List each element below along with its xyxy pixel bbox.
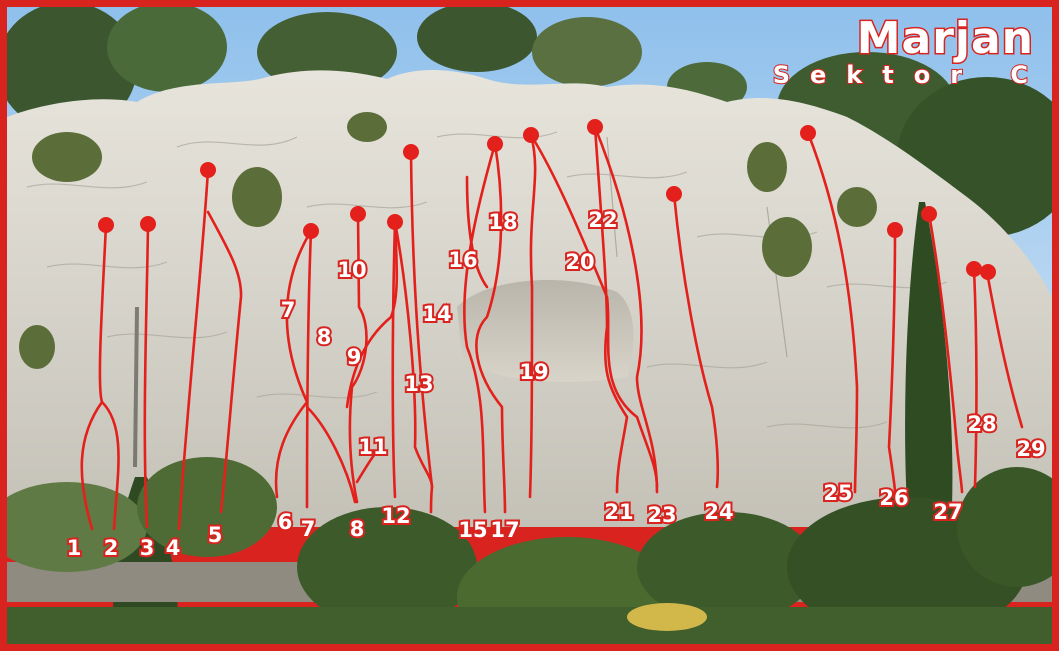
route-label-16[interactable]: 16 (446, 246, 479, 274)
crag-photo: 1 2 3 4 5 6 7 7 8 8 9 10 11 12 13 14 15 … (7, 7, 1052, 644)
cypress-right (905, 202, 953, 507)
anchor-28[interactable] (966, 261, 982, 277)
route-label-28[interactable]: 28 (965, 410, 998, 438)
anchor-19[interactable] (523, 127, 539, 143)
anchor-25[interactable] (800, 125, 816, 141)
anchor-18[interactable] (487, 136, 503, 152)
anchor-14[interactable] (403, 144, 419, 160)
lower-vegetation (7, 457, 1052, 644)
route-label-7-top[interactable]: 7 (279, 296, 298, 324)
anchor-22[interactable] (587, 119, 603, 135)
rock-texture (26, 131, 948, 468)
anchor-27[interactable] (921, 206, 937, 222)
route-label-27[interactable]: 27 (931, 498, 964, 526)
route-label-2[interactable]: 2 (102, 534, 121, 562)
route-label-18[interactable]: 18 (486, 208, 519, 236)
rock-bushes (19, 112, 877, 369)
route-lines (80, 125, 1024, 531)
route-label-12[interactable]: 12 (379, 502, 412, 530)
route-label-10[interactable]: 10 (335, 256, 368, 284)
route-label-29[interactable]: 29 (1014, 435, 1047, 463)
route-label-4[interactable]: 4 (164, 534, 183, 562)
route-label-1[interactable]: 1 (65, 534, 84, 562)
cave (457, 280, 634, 382)
route-label-26[interactable]: 26 (877, 484, 910, 512)
route-label-14[interactable]: 14 (420, 300, 453, 328)
route-label-9[interactable]: 9 (345, 343, 364, 371)
anchor-4[interactable] (200, 162, 216, 178)
route-anchors (98, 119, 996, 280)
route-label-8[interactable]: 8 (348, 515, 367, 543)
anchor-12[interactable] (387, 214, 403, 230)
anchor-26[interactable] (887, 222, 903, 238)
route-label-22[interactable]: 22 (586, 206, 619, 234)
route-label-15[interactable]: 15 (456, 516, 489, 544)
anchor-1[interactable] (98, 217, 114, 233)
route-label-23[interactable]: 23 (645, 501, 678, 529)
anchor-24[interactable] (666, 186, 682, 202)
route-label-5[interactable]: 5 (206, 521, 225, 549)
route-label-8-top[interactable]: 8 (315, 323, 334, 351)
topo-scene: 1 2 3 4 5 6 7 7 8 8 9 10 11 12 13 14 15 … (7, 7, 1052, 644)
route-label-17[interactable]: 17 (488, 516, 521, 544)
route-labels: 1 2 3 4 5 6 7 7 8 8 9 10 11 12 13 14 15 … (65, 206, 1048, 562)
anchor-3[interactable] (140, 216, 156, 232)
anchor-29[interactable] (980, 264, 996, 280)
route-label-25[interactable]: 25 (821, 479, 854, 507)
anchor-7[interactable] (303, 223, 319, 239)
route-label-6[interactable]: 6 (276, 508, 295, 536)
route-label-11[interactable]: 11 (356, 433, 389, 461)
anchor-10[interactable] (350, 206, 366, 222)
route-label-19[interactable]: 19 (517, 358, 550, 386)
route-label-13[interactable]: 13 (402, 370, 435, 398)
route-label-20[interactable]: 20 (563, 248, 596, 276)
route-label-7[interactable]: 7 (299, 515, 318, 543)
route-label-3[interactable]: 3 (138, 534, 157, 562)
route-label-24[interactable]: 24 (702, 498, 735, 526)
route-label-21[interactable]: 21 (602, 498, 635, 526)
